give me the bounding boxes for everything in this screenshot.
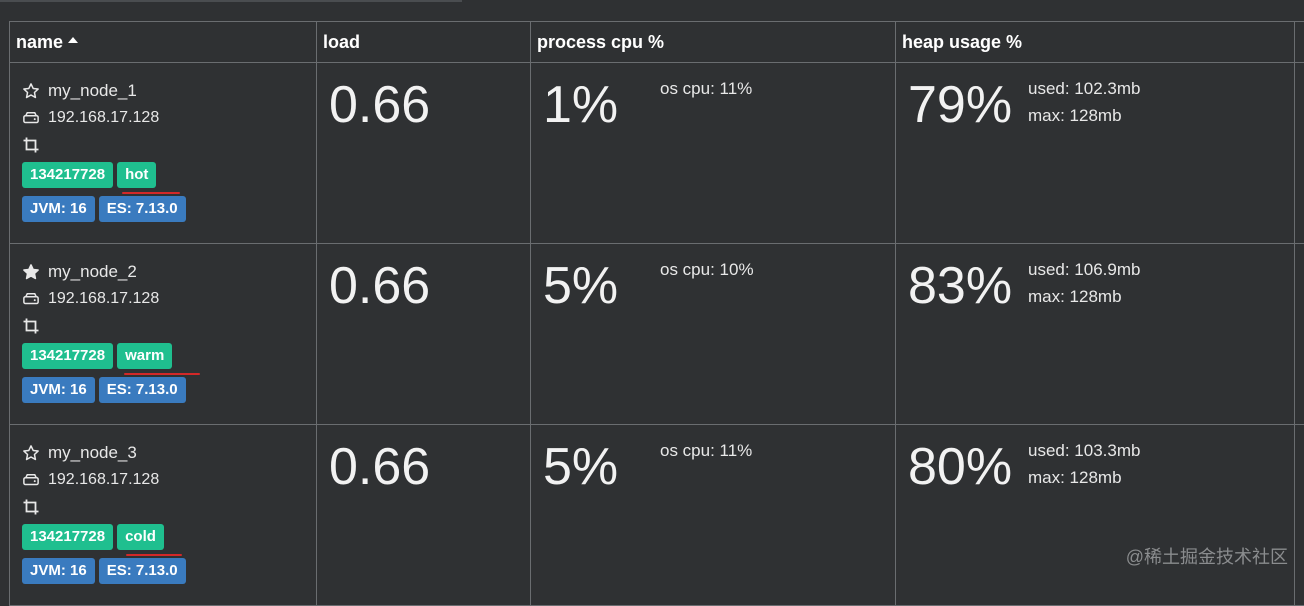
watermark: @稀土掘金技术社区 — [1126, 543, 1288, 569]
load-value: 0.66 — [329, 260, 530, 312]
column-header-name-label: name — [16, 32, 63, 52]
jvm-version-badge: JVM: 16 — [22, 558, 95, 584]
es-version-badge: ES: 7.13.0 — [99, 558, 186, 584]
heap-max-value: max: 128mb — [1028, 102, 1140, 129]
heap-cell: 79% used: 102.3mb max: 128mb — [896, 63, 1295, 244]
node-ip: 192.168.17.128 — [48, 471, 159, 489]
load-cell: 0.66 — [317, 425, 531, 606]
column-header-load-label: load — [323, 32, 360, 52]
node-name: my_node_3 — [48, 443, 137, 463]
node-ip: 192.168.17.128 — [48, 109, 159, 127]
jvm-version-badge: JVM: 16 — [22, 377, 95, 403]
cpu-cell: 5% os cpu: 11% — [531, 425, 896, 606]
column-header-heap[interactable]: heap usage % — [896, 22, 1295, 63]
column-header-cpu-label: process cpu % — [537, 32, 664, 52]
hard-drive-icon — [22, 471, 40, 489]
es-version-badge: ES: 7.13.0 — [99, 377, 186, 403]
node-name-cell: my_node_3 192.168.17.128 13421 — [10, 425, 317, 606]
heap-usage-value: 80% — [908, 441, 1012, 493]
heap-used-value: used: 102.3mb — [1028, 75, 1140, 102]
table-header-row: name load process cpu % heap usage % — [10, 22, 1304, 63]
cpu-cell: 1% os cpu: 11% — [531, 63, 896, 244]
star-outline-icon[interactable] — [22, 444, 40, 462]
table-row: my_node_3 192.168.17.128 13421 — [10, 425, 1304, 606]
extra-cell — [1295, 63, 1304, 244]
column-header-heap-label: heap usage % — [902, 32, 1022, 52]
top-divider — [0, 0, 462, 2]
process-cpu-value: 1% — [543, 79, 618, 131]
load-cell: 0.66 — [317, 244, 531, 425]
heap-max-value: max: 128mb — [1028, 464, 1140, 491]
red-annotation-underline — [126, 554, 182, 556]
node-attr-badge: warm — [117, 343, 172, 369]
jvm-version-badge: JVM: 16 — [22, 196, 95, 222]
column-header-extra — [1295, 22, 1304, 63]
heap-used-value: used: 103.3mb — [1028, 437, 1140, 464]
node-id-badge: 134217728 — [22, 343, 113, 369]
red-annotation-underline — [122, 192, 180, 194]
column-header-name[interactable]: name — [10, 22, 317, 63]
heap-used-value: used: 106.9mb — [1028, 256, 1140, 283]
hard-drive-icon — [22, 290, 40, 308]
process-cpu-value: 5% — [543, 441, 618, 493]
sort-ascending-icon — [68, 37, 78, 43]
load-cell: 0.66 — [317, 63, 531, 244]
column-header-cpu[interactable]: process cpu % — [531, 22, 896, 63]
hard-drive-icon — [22, 109, 40, 127]
os-cpu-value: os cpu: 11% — [660, 437, 752, 464]
cpu-cell: 5% os cpu: 10% — [531, 244, 896, 425]
node-ip: 192.168.17.128 — [48, 290, 159, 308]
crop-icon — [22, 498, 40, 516]
node-name-cell: my_node_1 192.168.17.128 13421 — [10, 63, 317, 244]
table-row: my_node_2 192.168.17.128 13421 — [10, 244, 1304, 425]
load-value: 0.66 — [329, 79, 530, 131]
crop-icon — [22, 136, 40, 154]
process-cpu-value: 5% — [543, 260, 618, 312]
nodes-table: name load process cpu % heap usage % my_… — [9, 21, 1304, 606]
node-name: my_node_2 — [48, 262, 137, 282]
heap-cell: 83% used: 106.9mb max: 128mb — [896, 244, 1295, 425]
heap-usage-value: 79% — [908, 79, 1012, 131]
os-cpu-value: os cpu: 11% — [660, 75, 752, 102]
column-header-load[interactable]: load — [317, 22, 531, 63]
crop-icon — [22, 317, 40, 335]
extra-cell — [1295, 425, 1304, 606]
heap-usage-value: 83% — [908, 260, 1012, 312]
node-id-badge: 134217728 — [22, 162, 113, 188]
es-version-badge: ES: 7.13.0 — [99, 196, 186, 222]
node-attr-badge: hot — [117, 162, 156, 188]
node-name: my_node_1 — [48, 81, 137, 101]
node-id-badge: 134217728 — [22, 524, 113, 550]
extra-cell — [1295, 244, 1304, 425]
os-cpu-value: os cpu: 10% — [660, 256, 754, 283]
heap-max-value: max: 128mb — [1028, 283, 1140, 310]
star-filled-icon[interactable] — [22, 263, 40, 281]
red-annotation-underline — [124, 373, 200, 375]
heap-cell: 80% used: 103.3mb max: 128mb — [896, 425, 1295, 606]
table-row: my_node_1 192.168.17.128 13421 — [10, 63, 1304, 244]
load-value: 0.66 — [329, 441, 530, 493]
star-outline-icon[interactable] — [22, 82, 40, 100]
node-attr-badge: cold — [117, 524, 164, 550]
node-name-cell: my_node_2 192.168.17.128 13421 — [10, 244, 317, 425]
